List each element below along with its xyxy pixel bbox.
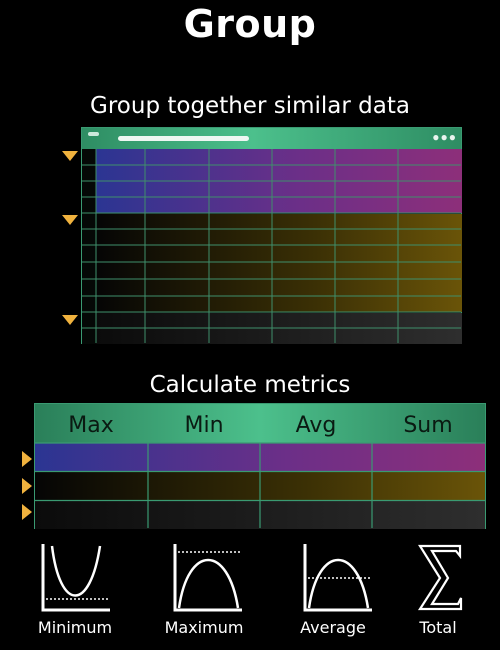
average-label: Average [300, 618, 366, 637]
spreadsheet-window: ●●● [81, 127, 462, 344]
metrics-header-row: Max Min Avg Sum [35, 404, 485, 443]
average-curve-icon [303, 544, 372, 612]
metrics-gridlines [35, 442, 485, 528]
group-heading: Group together similar data [90, 93, 410, 119]
maximum-curve-icon [173, 544, 242, 612]
minimize-icon[interactable] [88, 132, 99, 136]
sigma-icon [417, 544, 463, 611]
column-header-min[interactable]: Min [184, 413, 224, 438]
row-header-column [82, 149, 96, 344]
column-header-avg[interactable]: Avg [295, 413, 337, 438]
horizontal-scrollbar[interactable] [118, 136, 249, 141]
metrics-table: Max Min Avg Sum [34, 403, 486, 529]
column-header-sum[interactable]: Sum [403, 413, 453, 438]
minimum-label: Minimum [37, 618, 113, 637]
total-label: Total [419, 618, 457, 637]
maximum-label: Maximum [164, 618, 244, 637]
page-title: Group [183, 2, 317, 46]
minimum-curve-icon [41, 544, 110, 612]
metric-row-2-toggle[interactable] [22, 478, 32, 494]
group-3-toggle[interactable] [62, 315, 78, 325]
more-options-icon[interactable]: ●●● [432, 130, 457, 144]
metric-row-1-toggle[interactable] [22, 451, 32, 467]
metrics-heading: Calculate metrics [149, 372, 351, 398]
column-header-max[interactable]: Max [68, 413, 114, 438]
group-1-toggle[interactable] [62, 151, 78, 161]
metric-row-3-toggle[interactable] [22, 504, 32, 520]
spreadsheet-gridlines [82, 149, 461, 343]
group-2-toggle[interactable] [62, 215, 78, 225]
window-titlebar: ●●● [82, 128, 461, 149]
